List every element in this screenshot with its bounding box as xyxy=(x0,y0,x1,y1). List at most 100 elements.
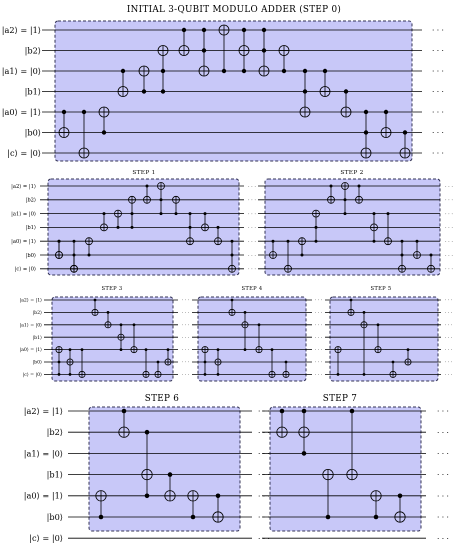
control-dot xyxy=(257,323,261,327)
control-dot xyxy=(301,451,307,456)
panel-box xyxy=(269,406,422,532)
continuation-dots: · · · xyxy=(248,211,256,217)
continuation-dots: · · · xyxy=(315,373,322,378)
control-dot xyxy=(174,212,178,216)
cnot-gate xyxy=(389,360,397,378)
qubit-label: |a2⟩ = |1⟩ xyxy=(2,25,41,35)
control-dot xyxy=(336,373,340,376)
panel-title: STEP 3 xyxy=(101,286,122,292)
control-dot xyxy=(376,323,380,327)
control-dot xyxy=(397,493,403,499)
cnot-gate xyxy=(91,298,99,316)
toffoli-gate xyxy=(360,311,368,376)
continuation-dots: · · · xyxy=(315,311,322,316)
toffoli-gate xyxy=(128,195,136,229)
continuation-dots: · · · xyxy=(432,46,444,55)
control-dot xyxy=(141,89,147,94)
cnot-gate xyxy=(394,493,406,523)
control-dot xyxy=(188,225,192,229)
panel-title: STEP 6 xyxy=(145,394,180,404)
toffoli-gate xyxy=(157,45,169,94)
control-dot xyxy=(160,89,166,94)
continuation-dots: · · · xyxy=(432,67,444,76)
control-dot xyxy=(230,298,234,302)
panel-step6: STEP 6· · ·|a2⟩ = |1⟩· · ·|b2⟩· · ·|a1⟩ … xyxy=(24,394,270,543)
control-dot xyxy=(357,184,361,188)
cnot-gate xyxy=(276,408,288,438)
continuation-dots: · · · xyxy=(445,198,453,204)
cnot-gate xyxy=(255,323,263,354)
control-dot xyxy=(203,360,207,364)
continuation-dots: · · · xyxy=(432,108,444,117)
panel-title: STEP 5 xyxy=(370,286,391,292)
cnot-gate xyxy=(322,468,334,520)
cnot-gate xyxy=(334,346,342,376)
qubit-label: |b1⟩ xyxy=(26,225,36,231)
cnot-gate xyxy=(100,212,108,232)
toffoli-gate xyxy=(198,27,210,77)
cnot-gate xyxy=(346,408,358,481)
control-dot xyxy=(372,239,376,243)
continuation-dots: · · · xyxy=(432,128,444,137)
continuation-dots: · · · xyxy=(248,253,256,259)
control-dot xyxy=(119,323,123,327)
control-dot xyxy=(362,311,366,314)
qubit-label: |b2⟩ xyxy=(33,310,43,316)
cnot-gate xyxy=(143,184,151,204)
control-dot xyxy=(271,239,275,243)
continuation-dots: · · · xyxy=(432,26,444,35)
control-dot xyxy=(402,130,408,135)
panel-step7: STEP 7 · · · · · · · · · · · · · · · · · · · · … xyxy=(262,394,449,543)
cnot-gate xyxy=(85,237,93,257)
toffoli-gate xyxy=(360,109,372,159)
continuation-dots: · · · xyxy=(445,323,452,328)
control-dot xyxy=(57,360,61,364)
control-dot xyxy=(322,68,328,74)
control-dot xyxy=(159,198,163,202)
cnot-gate xyxy=(347,298,355,316)
cnot-gate xyxy=(138,65,150,94)
continuation-dots: · · · xyxy=(445,373,452,378)
cnot-gate xyxy=(214,225,222,246)
continuation-dots: · · · xyxy=(445,211,453,217)
qubit-label: |a2⟩ = |1⟩ xyxy=(24,406,63,416)
control-dot xyxy=(261,48,267,53)
control-dot xyxy=(243,348,247,351)
continuation-dots: · · · xyxy=(248,239,256,245)
panel-step5: STEP 5 · · · · · · · · · · · · · · · · · · · · … xyxy=(325,286,452,382)
qubit-label: |c⟩ = |0⟩ xyxy=(29,533,63,543)
qubit-label: |b0⟩ xyxy=(25,127,41,137)
control-dot xyxy=(221,68,227,74)
toffoli-gate xyxy=(214,348,222,376)
control-dot xyxy=(343,198,347,202)
control-dot xyxy=(415,239,419,243)
control-dot xyxy=(216,348,220,351)
control-dot xyxy=(383,109,389,115)
cnot-gate xyxy=(201,212,209,232)
control-dot xyxy=(329,184,333,188)
continuation-dots: · · · xyxy=(248,225,256,231)
continuation-dots: · · · xyxy=(432,149,444,158)
continuation-dots: · · · xyxy=(445,299,452,304)
cnot-gate xyxy=(413,239,421,259)
toffoli-gate xyxy=(201,346,209,376)
continuation-dots: · · · xyxy=(437,449,449,458)
control-dot xyxy=(261,27,267,33)
control-dot xyxy=(144,493,150,499)
cnot-gate xyxy=(178,27,190,56)
panel-title: STEP 1 xyxy=(132,170,155,176)
control-dot xyxy=(93,298,97,302)
qubit-label: |c⟩ = |0⟩ xyxy=(15,267,36,273)
control-dot xyxy=(121,408,127,414)
control-dot xyxy=(188,212,192,216)
control-dot xyxy=(343,212,347,216)
toffoli-gate xyxy=(398,239,406,273)
qubit-label: |c⟩ = |0⟩ xyxy=(23,372,43,378)
cnot-gate xyxy=(95,490,107,520)
panel-step4: STEP 4 · · · · · · · · · · · · · · · · · · · · … xyxy=(192,286,322,382)
toffoli-gate xyxy=(370,212,378,243)
cnot-gate xyxy=(298,237,306,257)
control-dot xyxy=(284,360,288,364)
cnot-gate xyxy=(55,239,63,259)
cnot-gate xyxy=(327,184,335,204)
